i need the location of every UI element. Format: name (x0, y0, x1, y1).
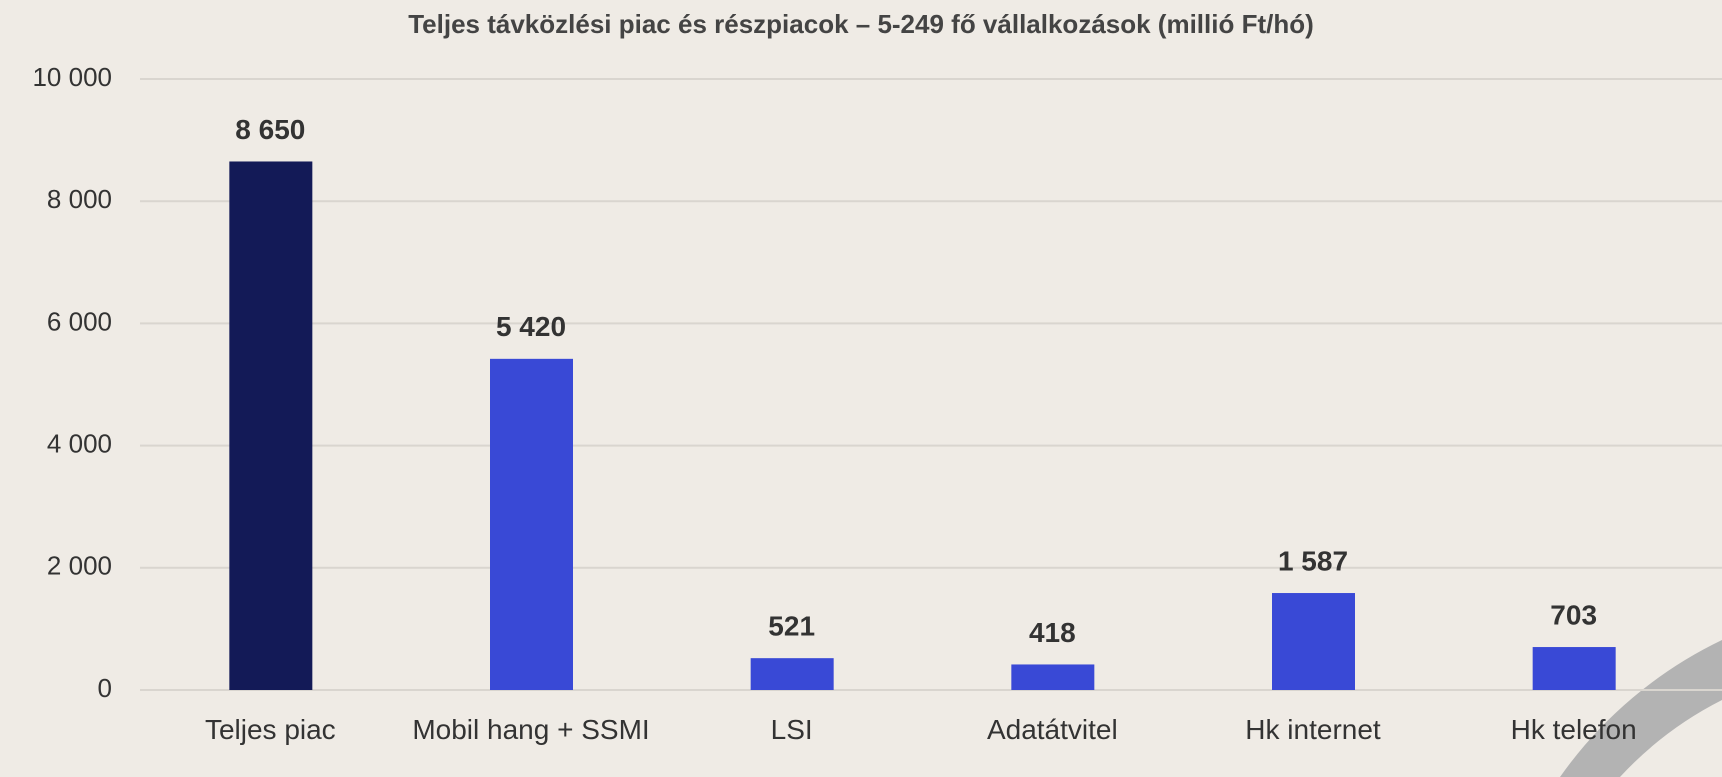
data-label: 1 587 (1278, 545, 1348, 576)
chart-title: Teljes távközlési piac és részpiacok – 5… (408, 9, 1314, 39)
y-tick-label: 0 (98, 673, 112, 703)
bar (1011, 664, 1095, 690)
y-tick-label: 6 000 (47, 306, 112, 336)
bar (1272, 593, 1355, 690)
data-label: 8 650 (235, 114, 305, 145)
data-label: 703 (1550, 599, 1597, 630)
bar (490, 358, 573, 690)
y-tick-label: 10 000 (32, 62, 112, 92)
data-label: 418 (1029, 617, 1076, 648)
x-tick-label: Adatátvitel (986, 714, 1118, 745)
x-tick-label: Hk telefon (1510, 714, 1637, 745)
x-tick-label: Teljes piac (204, 714, 336, 745)
data-label: 521 (768, 611, 815, 642)
y-tick-label: 8 000 (47, 184, 112, 214)
x-tick-label: Mobil hang + SSMI (412, 714, 650, 745)
x-tick-label: Hk internet (1245, 714, 1381, 745)
bar (229, 161, 313, 691)
y-tick-label: 2 000 (47, 551, 112, 581)
bar (750, 658, 834, 690)
x-tick-label: LSI (770, 714, 813, 745)
y-tick-label: 4 000 (47, 428, 112, 458)
decoration-arc (1560, 640, 1722, 777)
data-label: 5 420 (496, 311, 566, 342)
bar (1532, 647, 1616, 690)
